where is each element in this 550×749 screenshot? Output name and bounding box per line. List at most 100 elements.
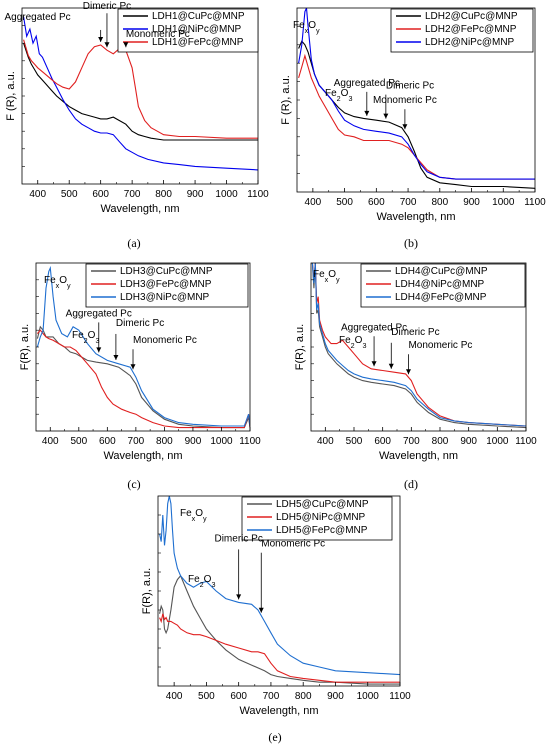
c-x-tick-label-1100: 1100 — [239, 436, 261, 447]
c-legend-label-1: LDH3@CuPc@MNP — [120, 266, 213, 277]
e-x-tick-label-800: 800 — [295, 691, 312, 702]
a-series-line-2 — [23, 16, 258, 171]
chart-panel-d: 400 500 600 700 800 900 1000 1100 Wavelength, nm… — [275, 255, 550, 475]
b-annotation-2: Fe2O3 — [325, 88, 352, 103]
c-series-line-3 — [36, 265, 250, 427]
a-x-tick-label-1100: 1100 — [247, 189, 269, 200]
chart-e: 400 500 600 700 800 900 1000 1100 Wavelength, nm… — [141, 495, 411, 717]
e-series-line-2 — [159, 613, 400, 683]
e-annotation-4: Monomeric Pc — [261, 539, 325, 550]
e-legend-label-1: LDH5@CuPc@MNP — [276, 499, 369, 510]
e-y-axis-title: F(R), a.u. — [141, 568, 153, 614]
d-x-tick-label-800: 800 — [432, 436, 449, 447]
b-y-axis-title: F (R), a.u. — [280, 75, 292, 125]
e-x-tick-label-500: 500 — [198, 691, 215, 702]
b-x-tick-label-500: 500 — [336, 197, 353, 208]
e-annotation-2: Fe2O3 — [188, 574, 215, 589]
d-x-tick-label-900: 900 — [460, 436, 477, 447]
c-annotation-5: Monomeric Pc — [133, 335, 197, 346]
c-x-tick-label-400: 400 — [42, 436, 59, 447]
c-x-tick-label-800: 800 — [156, 436, 173, 447]
chart-c: 400 500 600 700 800 900 1000 1100 Wavelength, nm… — [19, 262, 261, 462]
d-x-tick-label-500: 500 — [346, 436, 363, 447]
c-annotation-4-arrowhead — [113, 354, 119, 360]
caption-a: (a) — [127, 236, 141, 250]
b-series-line-3 — [298, 8, 535, 180]
c-x-tick-label-500: 500 — [70, 436, 87, 447]
d-series-line-3 — [311, 263, 526, 427]
d-x-tick-label-1000: 1000 — [486, 436, 509, 447]
a-annotation-2: Aggregated Pc — [4, 12, 70, 23]
d-y-axis-title: F(R), a.u. — [294, 324, 306, 370]
c-annotation-3-arrowhead — [96, 347, 102, 353]
e-x-tick-label-1000: 1000 — [357, 691, 380, 702]
c-series-line-2 — [36, 329, 250, 429]
e-annotation-1: FexOy — [180, 508, 207, 523]
e-x-tick-label-1100: 1100 — [389, 691, 411, 702]
chart-panel-b: 400 500 600 700 800 900 1000 1100 Wavelength, nm… — [275, 0, 550, 225]
caption-d: (d) — [404, 477, 418, 491]
b-annotation-4: Dimeric Pc — [386, 81, 434, 92]
d-x-tick-label-700: 700 — [403, 436, 420, 447]
e-legend-label-2: LDH5@NiPc@MNP — [276, 512, 366, 523]
c-legend-label-3: LDH3@NiPc@MNP — [120, 292, 210, 303]
c-annotation-5-arrowhead — [130, 364, 136, 370]
b-legend-label-3: LDH2@NiPc@MNP — [425, 37, 515, 48]
caption-c: (c) — [127, 477, 141, 491]
a-x-axis-title: Wavelength, nm — [100, 203, 179, 215]
a-annotation-2-arrowhead — [98, 36, 104, 42]
a-x-tick-label-700: 700 — [124, 189, 141, 200]
d-annotation-2: Fe2O3 — [339, 335, 366, 350]
c-annotation-3: Aggregated Pc — [66, 308, 132, 319]
c-legend: LDH3@CuPc@MNP LDH3@FePc@MNP LDH3@NiPc@MNP — [85, 263, 249, 308]
a-annotation-3-arrowhead — [123, 42, 129, 48]
d-x-tick-label-400: 400 — [317, 436, 334, 447]
d-annotation-3-arrowhead — [371, 361, 377, 367]
e-series-line-3 — [159, 496, 400, 676]
d-x-tick-label-1100: 1100 — [515, 436, 537, 447]
chart-a: 400 500 600 700 800 900 1000 1100 Wavelength, nm… — [4, 1, 269, 215]
e-series-line-1 — [159, 574, 400, 685]
d-legend-label-3: LDH4@FePc@MNP — [395, 292, 487, 303]
b-legend-label-1: LDH2@CuPc@MNP — [425, 11, 518, 22]
d-annotation-4-arrowhead — [388, 363, 394, 369]
d-annotation-5-arrowhead — [405, 369, 411, 375]
a-y-axis-title: F (R), a.u. — [5, 71, 17, 121]
a-annotation-1-arrowhead — [104, 42, 110, 48]
chart-panel-e: 400 500 600 700 800 900 1000 1100 Wavelength, nm… — [120, 490, 411, 717]
c-annotation-1: FexOy — [44, 275, 71, 290]
c-y-axis-title: F(R), a.u. — [19, 324, 31, 370]
e-legend-label-3: LDH5@FePc@MNP — [276, 525, 368, 536]
d-legend-label-2: LDH4@NiPc@MNP — [395, 279, 485, 290]
d-legend-label-1: LDH4@CuPc@MNP — [395, 266, 488, 277]
e-x-tick-label-400: 400 — [166, 691, 183, 702]
e-annotation-3-arrowhead — [236, 594, 242, 600]
b-annotation-3-arrowhead — [364, 110, 370, 116]
a-x-tick-label-600: 600 — [92, 189, 109, 200]
b-annotation-4-arrowhead — [383, 113, 389, 119]
a-x-tick-label-400: 400 — [29, 189, 46, 200]
a-annotation-3: Monomeric Pc — [126, 29, 190, 40]
b-series-line-2 — [298, 53, 535, 180]
a-annotation-1: Dimeric Pc — [83, 1, 131, 12]
c-legend-label-2: LDH3@FePc@MNP — [120, 279, 212, 290]
c-x-tick-label-600: 600 — [99, 436, 116, 447]
d-annotation-5: Monomeric Pc — [408, 340, 472, 351]
a-legend: LDH1@CuPc@MNP LDH1@NiPc@MNP LDH1@FePc@MNP — [117, 8, 259, 53]
a-series-line-3 — [23, 39, 258, 139]
e-annotation-3: Dimeric Pc — [214, 533, 262, 544]
e-legend: LDH5@CuPc@MNP LDH5@NiPc@MNP LDH5@FePc@MNP — [241, 496, 393, 541]
caption-b: (b) — [404, 236, 418, 250]
caption-e: (e) — [268, 730, 282, 744]
b-x-tick-label-800: 800 — [431, 197, 448, 208]
a-x-tick-label-500: 500 — [61, 189, 78, 200]
d-x-tick-label-600: 600 — [374, 436, 391, 447]
b-annotation-5: Monomeric Pc — [373, 95, 437, 106]
b-annotation-1: FexOy — [293, 20, 320, 35]
b-x-tick-label-400: 400 — [305, 197, 322, 208]
b-x-tick-label-700: 700 — [400, 197, 417, 208]
c-x-tick-label-1000: 1000 — [210, 436, 233, 447]
b-annotation-3: Aggregated Pc — [334, 78, 400, 89]
a-legend-label-3: LDH1@FePc@MNP — [152, 37, 244, 48]
a-legend-label-2: LDH1@NiPc@MNP — [152, 24, 242, 35]
